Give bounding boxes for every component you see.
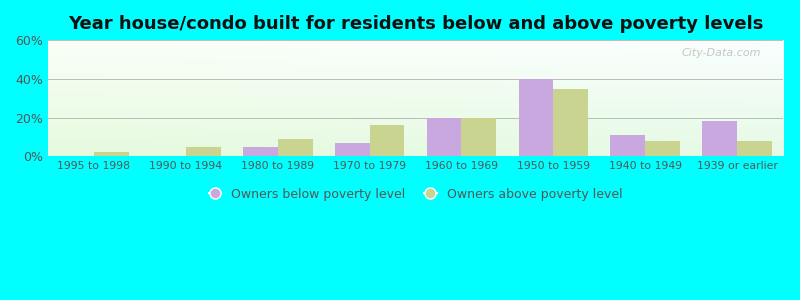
Legend: Owners below poverty level, Owners above poverty level: Owners below poverty level, Owners above… (204, 183, 627, 206)
Bar (610, 135, 646, 156)
Bar (462, 118, 497, 156)
Bar (646, 141, 680, 156)
Bar (242, 147, 278, 156)
Bar (518, 79, 554, 156)
Title: Year house/condo built for residents below and above poverty levels: Year house/condo built for residents bel… (68, 15, 763, 33)
Bar (426, 118, 462, 156)
Bar (186, 147, 221, 156)
Bar (702, 122, 738, 156)
Bar (334, 143, 370, 156)
Bar (554, 88, 588, 156)
Bar (370, 125, 405, 156)
Bar (94, 152, 129, 156)
Bar (278, 139, 313, 156)
Text: City-Data.com: City-Data.com (682, 48, 762, 58)
Bar (738, 141, 772, 156)
